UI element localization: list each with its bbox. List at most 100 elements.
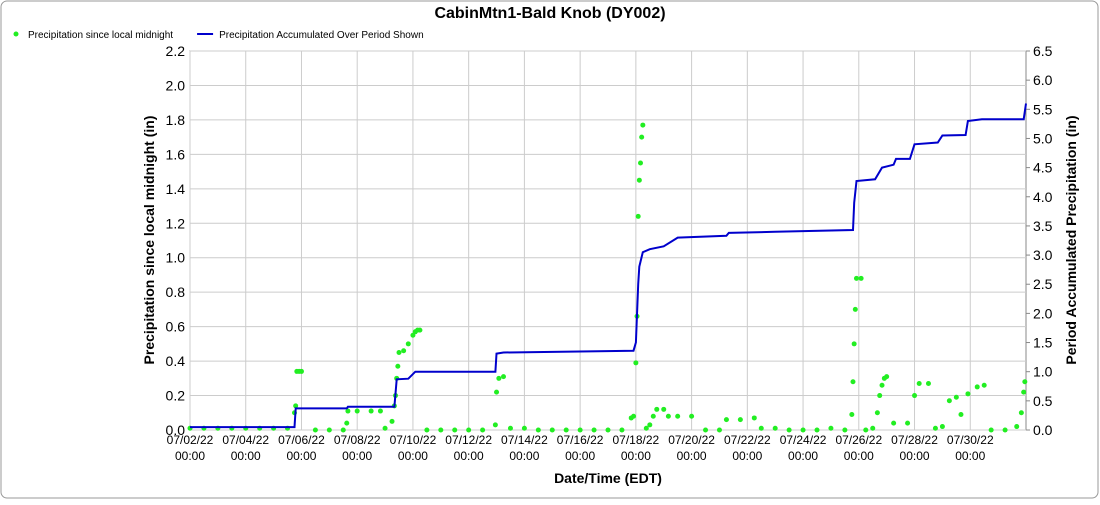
data-point [1022, 379, 1028, 385]
data-point [751, 415, 757, 421]
legend-label: Precipitation Accumulated Over Period Sh… [219, 30, 424, 41]
data-point [852, 306, 858, 312]
data-point [377, 408, 383, 414]
data-point [851, 341, 857, 347]
data-point [605, 427, 611, 433]
y-tick-label: 0.0 [166, 422, 186, 438]
data-point [925, 380, 931, 386]
data-point [492, 422, 498, 428]
x-tick-line: 07/16/22 [557, 433, 604, 447]
data-point [932, 425, 938, 431]
data-point [786, 427, 792, 433]
data-point [345, 408, 351, 414]
y-tick-label: 0.4 [166, 353, 186, 369]
y2-tick-label: 0.5 [1033, 393, 1053, 409]
y2-tick-label: 3.0 [1033, 247, 1053, 263]
x-tick-line: 00:00 [844, 449, 874, 463]
data-point [874, 410, 880, 416]
data-point [401, 348, 407, 354]
y2-tick-label: 1.0 [1033, 364, 1053, 380]
data-point [638, 160, 644, 166]
data-point [639, 134, 645, 140]
x-tick-line: 00:00 [788, 449, 818, 463]
data-point [661, 406, 667, 412]
data-point [466, 427, 472, 433]
data-point [591, 427, 597, 433]
data-point [877, 393, 883, 399]
data-point [344, 420, 350, 426]
y2-tick-label: 6.0 [1033, 72, 1053, 88]
x-tick-line: 00:00 [509, 449, 539, 463]
y2-axis-label: Period Accumulated Precipitation (in) [1063, 115, 1079, 364]
data-point [312, 427, 318, 433]
data-point [703, 427, 709, 433]
y-tick-label: 2.0 [166, 77, 186, 93]
data-point [723, 417, 729, 423]
data-point [650, 413, 656, 419]
x-tick-line: 00:00 [621, 449, 651, 463]
x-tick-line: 00:00 [286, 449, 316, 463]
data-point [395, 363, 401, 369]
y-tick-label: 1.6 [166, 146, 186, 162]
y2-tick-label: 4.5 [1033, 160, 1053, 176]
x-tick-line: 07/24/22 [780, 433, 827, 447]
data-point [850, 379, 856, 385]
data-point [858, 275, 864, 281]
data-point [507, 425, 513, 431]
data-point [354, 408, 360, 414]
data-point [549, 427, 555, 433]
legend-item: Precipitation since local midnight [13, 30, 173, 41]
data-point [494, 389, 500, 395]
data-point [298, 368, 304, 374]
data-point [340, 427, 346, 433]
data-point [870, 425, 876, 431]
x-tick-label: 07/18/22 00:00 [613, 433, 660, 463]
y2-tick-label: 6.5 [1033, 43, 1053, 59]
y-tick-label: 1.8 [166, 112, 186, 128]
data-point [521, 425, 527, 431]
data-point [577, 427, 583, 433]
x-tick-label: 07/30/22 00:00 [947, 433, 994, 463]
x-tick-line: 00:00 [565, 449, 595, 463]
y2-tick-label: 3.5 [1033, 218, 1053, 234]
data-line [190, 103, 1027, 429]
x-tick-line: 07/28/22 [891, 433, 938, 447]
x-tick-label: 07/06/22 00:00 [278, 433, 325, 463]
data-point [958, 411, 964, 417]
data-point [1018, 410, 1024, 416]
y-tick-label: 0.6 [166, 319, 186, 335]
data-point [879, 382, 885, 388]
x-tick-line: 00:00 [955, 449, 985, 463]
data-point [912, 393, 918, 399]
data-point [1014, 424, 1020, 430]
data-point [965, 391, 971, 397]
x-tick-line: 07/22/22 [724, 433, 771, 447]
y2-tick-label: 4.0 [1033, 189, 1053, 205]
data-point [842, 427, 848, 433]
y2-tick-label: 2.0 [1033, 305, 1053, 321]
data-point [863, 427, 869, 433]
x-tick-line: 07/30/22 [947, 433, 994, 447]
x-tick-line: 00:00 [175, 449, 205, 463]
data-point [891, 420, 897, 426]
x-tick-label: 07/08/22 00:00 [334, 433, 381, 463]
data-point [635, 213, 641, 219]
data-point [563, 427, 569, 433]
x-tick-line: 07/18/22 [613, 433, 660, 447]
y-tick-label: 0.8 [166, 284, 186, 300]
x-tick-label: 07/02/22 00:00 [167, 433, 214, 463]
data-point [884, 374, 890, 380]
y-tick-label: 0.2 [166, 388, 186, 404]
data-point [368, 408, 374, 414]
data-point [452, 427, 458, 433]
data-point [382, 425, 388, 431]
data-point [640, 122, 646, 128]
x-tick-line: 00:00 [732, 449, 762, 463]
x-tick-line: 00:00 [900, 449, 930, 463]
x-tick-line: 07/10/22 [390, 433, 437, 447]
x-tick-line: 07/12/22 [445, 433, 492, 447]
x-tick-label: 07/28/22 00:00 [891, 433, 938, 463]
data-point [974, 384, 980, 390]
data-point [828, 425, 834, 431]
data-point [853, 275, 859, 281]
